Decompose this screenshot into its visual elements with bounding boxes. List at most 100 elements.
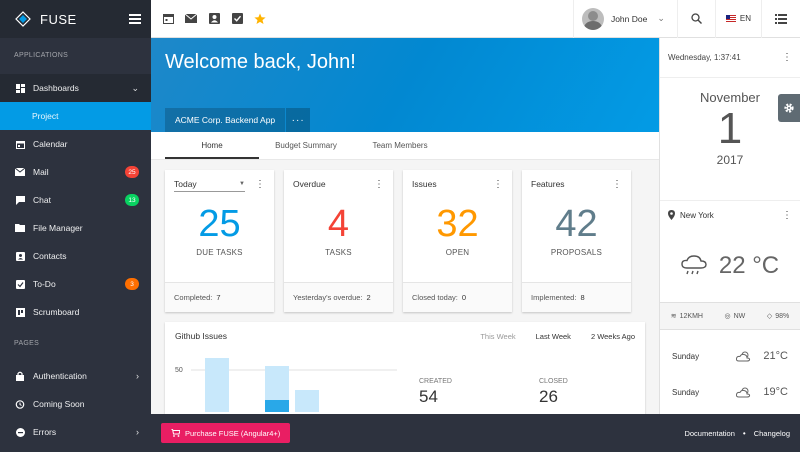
chat-count-badge: 13 [125,194,139,206]
widget-header: Issues ⋮ [403,170,512,198]
project-more-button[interactable]: ··· [286,108,311,132]
sidebar-item-authentication[interactable]: Authentication › [0,362,151,390]
folder-icon [15,223,25,233]
widget-title: Github Issues [175,331,227,341]
current-temperature: 22 °C [718,252,780,279]
calendar-icon [15,139,25,149]
closed-value: 26 [539,387,558,406]
humidity-icon: ◇ [766,313,773,320]
closed-stat: CLOSED 26 [539,378,568,407]
star-icon[interactable] [254,13,266,25]
purchase-button[interactable]: Purchase FUSE (Angular4+) [161,423,291,443]
sidebar-item-calendar[interactable]: Calendar [0,130,151,158]
sidebar-item-label: Project [32,111,59,121]
sidebar-item-chat[interactable]: Chat 13 [0,186,151,214]
user-name: John Doe [610,13,648,24]
dashboard-icon [15,83,25,93]
tab-home[interactable]: Home [165,132,259,159]
weather-current: 22 °C [660,230,800,302]
created-stat: CREATED 54 [419,378,452,407]
widget-header: Today ▼ ⋮ [165,170,274,198]
widget-footer: Closed today: 0 [403,282,512,312]
issues-bar-chart: 50 [175,358,397,412]
more-vert-icon[interactable]: ⋮ [612,178,622,190]
range-last-week[interactable]: Last Week [535,331,571,341]
app-name: FUSE [40,11,77,27]
sidebar-item-dashboards[interactable]: Dashboards ⌄ [0,74,151,102]
changelog-link[interactable]: Changelog [753,428,790,438]
mail-icon[interactable] [185,13,197,25]
humidity: ◇ 98% [766,312,789,321]
list-icon [775,13,787,24]
logo-bar: FUSE [0,0,151,38]
alarm-icon [15,399,25,409]
footer-toolbar: Purchase FUSE (Angular4+) Documentation … [151,414,800,452]
contacts-icon [15,251,25,261]
forecast-day: Sunday [672,351,700,361]
wind-speed: ≋ 12KMH [671,312,703,321]
sidebar-item-label: Chat [33,195,51,205]
footer-label: Completed: [174,293,213,302]
widget-footer: Implemented: 8 [522,282,631,312]
shortcuts [151,13,573,25]
documentation-link[interactable]: Documentation [684,428,735,438]
tab-budget-summary[interactable]: Budget Summary [275,141,337,150]
tab-team-members[interactable]: Team Members [372,141,428,150]
widget-title: Features [531,179,565,189]
widget-title: Issues [412,179,437,189]
features-widget: Features ⋮ 42 PROPOSALS Implemented: 8 [522,170,631,312]
widget-label: OPEN [445,248,470,257]
footer-label: Implemented: [531,293,577,302]
period-select[interactable]: Today ▼ [174,176,245,192]
sidebar-item-project[interactable]: Project [0,102,151,130]
more-vert-icon[interactable]: ⋮ [255,178,265,190]
more-vert-icon[interactable]: ⋮ [782,52,792,63]
checkbox-icon[interactable] [231,13,243,25]
weather-stats: ≋ 12KMH ◎ NW ◇ 98% [660,302,800,330]
sidebar-item-mail[interactable]: Mail 25 [0,158,151,186]
footer-value: 7 [216,293,221,302]
cloud-sun-icon [732,386,756,398]
separator-dot: • [742,428,746,438]
project-name-button[interactable]: ACME Corp. Backend App [165,108,286,132]
calendar-icon[interactable] [162,13,174,25]
page-title: Welcome back, John! [165,51,356,73]
menu-toggle-icon[interactable] [129,14,141,24]
issues-widget: Issues ⋮ 32 OPEN Closed today: 0 [403,170,512,312]
avatar [581,7,604,30]
sidebar-item-errors[interactable]: Errors › [0,418,151,446]
user-menu[interactable]: John Doe ⌄ [572,0,678,38]
purchase-label: Purchase FUSE (Angular4+) [185,428,281,438]
range-this-week[interactable]: This Week [480,331,516,341]
sidebar-item-label: Errors [33,427,57,437]
chevron-right-icon: › [136,427,139,437]
mail-icon [15,167,25,177]
chat-icon [15,195,25,205]
footer-value: 2 [366,293,371,302]
theme-settings-button[interactable] [778,94,800,122]
sidebar-item-contacts[interactable]: Contacts [0,242,151,270]
sidebar-item-scrumboard[interactable]: Scrumboard [0,298,151,326]
footer-value: 8 [580,293,585,302]
widget-value: 4 [327,203,350,245]
more-vert-icon[interactable]: ⋮ [782,210,792,221]
sidebar-item-todo[interactable]: To-Do 3 [0,270,151,298]
more-vert-icon[interactable]: ⋮ [374,178,384,190]
range-2-weeks-ago[interactable]: 2 Weeks Ago [590,331,635,341]
fuse-logo-icon [14,10,32,28]
search-button[interactable] [678,0,716,38]
board-icon [15,307,25,317]
language-switcher[interactable]: EN [716,0,762,38]
quick-panel-toggle[interactable] [762,0,800,38]
more-vert-icon[interactable]: ⋮ [493,178,503,190]
chart-bar [295,390,319,412]
period-select-value: Today [174,178,197,189]
sidebar-item-coming-soon[interactable]: Coming Soon [0,390,151,418]
widget-label: TASKS [325,248,352,257]
checkbox-icon [15,279,25,289]
contacts-icon[interactable] [208,13,220,25]
created-label: CREATED [419,378,452,385]
widget-label: DUE TASKS [196,248,243,257]
dropdown-arrow-icon: ▼ [239,180,245,187]
sidebar-item-file-manager[interactable]: File Manager [0,214,151,242]
